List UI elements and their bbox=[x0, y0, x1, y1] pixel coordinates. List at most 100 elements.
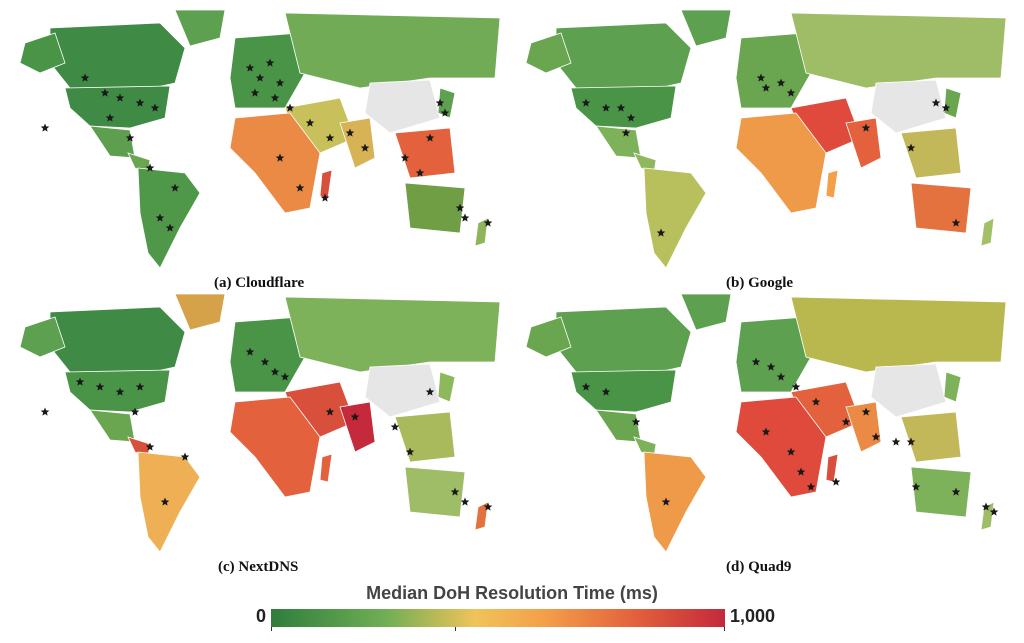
server-star-icon bbox=[951, 487, 961, 496]
server-star-icon bbox=[581, 382, 591, 391]
server-star-icon bbox=[601, 103, 611, 112]
server-star-icon bbox=[105, 113, 115, 122]
server-star-icon bbox=[400, 153, 410, 162]
server-star-icon bbox=[345, 128, 355, 137]
server-star-icon bbox=[320, 193, 330, 202]
region-seasia bbox=[900, 411, 962, 463]
map-panel-google bbox=[516, 8, 1016, 278]
server-star-icon bbox=[390, 422, 400, 431]
server-star-icon bbox=[415, 168, 425, 177]
server-star-icon bbox=[270, 93, 280, 102]
server-star-icon bbox=[275, 78, 285, 87]
server-star-icon bbox=[125, 133, 135, 142]
server-star-icon bbox=[871, 432, 881, 441]
region-greenland bbox=[680, 9, 732, 47]
server-star-icon bbox=[656, 228, 666, 237]
server-star-icon bbox=[305, 118, 315, 127]
region-alaska bbox=[19, 32, 66, 74]
server-star-icon bbox=[460, 213, 470, 222]
server-star-icon bbox=[130, 407, 140, 416]
server-star-icon bbox=[350, 412, 360, 421]
server-star-icon bbox=[40, 123, 50, 132]
server-star-icon bbox=[751, 357, 761, 366]
legend-title: Median DoH Resolution Time (ms) bbox=[366, 583, 658, 603]
server-star-icon bbox=[776, 372, 786, 381]
region-china bbox=[870, 79, 947, 134]
legend-color-bar bbox=[271, 609, 725, 627]
server-star-icon bbox=[405, 447, 415, 456]
legend-max-label: 1,000 bbox=[730, 606, 776, 626]
server-star-icon bbox=[275, 153, 285, 162]
server-star-icon bbox=[891, 437, 901, 446]
region-madagascar bbox=[825, 169, 839, 199]
server-star-icon bbox=[165, 223, 175, 232]
legend-tick-min bbox=[271, 627, 272, 631]
server-star-icon bbox=[155, 213, 165, 222]
region-nz bbox=[474, 501, 489, 531]
region-japan bbox=[437, 371, 456, 403]
server-star-icon bbox=[786, 447, 796, 456]
server-star-icon bbox=[265, 58, 275, 67]
server-star-icon bbox=[581, 98, 591, 107]
server-star-icon bbox=[616, 103, 626, 112]
server-star-icon bbox=[135, 98, 145, 107]
server-star-icon bbox=[756, 73, 766, 82]
region-madagascar bbox=[319, 169, 333, 199]
region-greenland bbox=[174, 293, 226, 331]
region-nz bbox=[474, 217, 489, 247]
world-map bbox=[525, 293, 1007, 553]
region-madagascar bbox=[319, 453, 333, 483]
server-star-icon bbox=[135, 382, 145, 391]
caption-cloudflare: (a) Cloudflare bbox=[214, 275, 305, 291]
server-star-icon bbox=[425, 387, 435, 396]
region-safrica bbox=[735, 112, 827, 214]
region-russia bbox=[790, 12, 1007, 89]
region-australia bbox=[404, 466, 466, 518]
region-russia bbox=[284, 12, 501, 89]
server-star-icon bbox=[95, 382, 105, 391]
server-star-icon bbox=[786, 88, 796, 97]
server-star-icon bbox=[806, 482, 816, 491]
region-japan bbox=[943, 87, 962, 119]
server-star-icon bbox=[483, 218, 493, 227]
world-map bbox=[19, 293, 501, 553]
region-greenland bbox=[680, 293, 732, 331]
region-australia bbox=[404, 182, 466, 234]
region-canada bbox=[49, 306, 186, 378]
caption-nextdns: (c) NextDNS bbox=[218, 559, 299, 575]
server-star-icon bbox=[255, 73, 265, 82]
server-star-icon bbox=[250, 88, 260, 97]
world-map bbox=[19, 9, 501, 269]
region-china bbox=[364, 79, 441, 134]
legend-tick-mid bbox=[455, 627, 456, 631]
server-star-icon bbox=[270, 367, 280, 376]
server-star-icon bbox=[941, 103, 951, 112]
server-star-icon bbox=[911, 482, 921, 491]
server-star-icon bbox=[80, 73, 90, 82]
server-star-icon bbox=[160, 497, 170, 506]
server-star-icon bbox=[180, 452, 190, 461]
region-india bbox=[845, 117, 882, 169]
server-star-icon bbox=[260, 357, 270, 366]
region-china bbox=[870, 363, 947, 418]
server-star-icon bbox=[989, 507, 999, 516]
server-star-icon bbox=[776, 78, 786, 87]
server-star-icon bbox=[325, 133, 335, 142]
server-star-icon bbox=[601, 387, 611, 396]
server-star-icon bbox=[425, 133, 435, 142]
region-china bbox=[364, 363, 441, 418]
region-madagascar bbox=[825, 453, 839, 483]
region-india bbox=[339, 401, 376, 453]
world-map bbox=[525, 9, 1007, 269]
server-star-icon bbox=[791, 382, 801, 391]
region-canada bbox=[49, 22, 186, 94]
map-panel-nextdns bbox=[10, 292, 510, 562]
region-usa bbox=[64, 85, 171, 129]
server-star-icon bbox=[626, 113, 636, 122]
server-star-icon bbox=[115, 387, 125, 396]
region-seasia bbox=[900, 127, 962, 179]
server-star-icon bbox=[360, 143, 370, 152]
region-samerica bbox=[643, 451, 707, 553]
region-australia bbox=[910, 466, 972, 518]
region-japan bbox=[943, 371, 962, 403]
